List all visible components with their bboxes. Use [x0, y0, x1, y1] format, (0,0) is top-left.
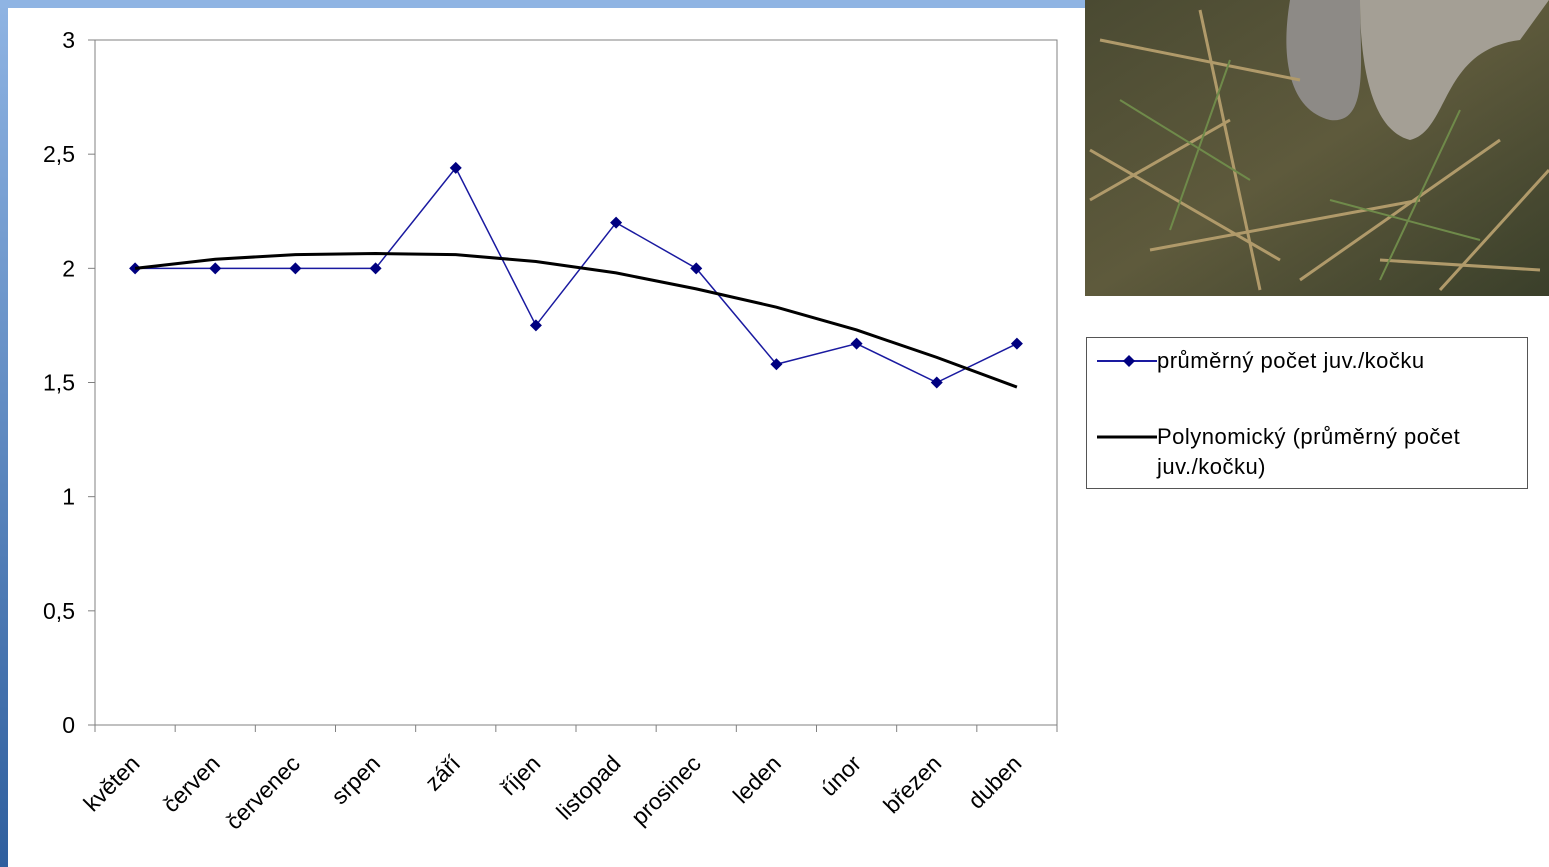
- marker: [930, 376, 943, 389]
- x-tick-label: únor: [815, 750, 866, 801]
- y-tick-label: 1: [62, 484, 75, 510]
- legend-label: Polynomický (průměrný počet juv./kočku): [1157, 424, 1461, 479]
- y-tick-label: 0,5: [43, 598, 75, 624]
- y-tick-label: 3: [62, 27, 75, 53]
- marker: [770, 358, 783, 371]
- x-tick-label: červenec: [221, 750, 305, 834]
- legend-item: Polynomický (průměrný počet juv./kočku): [1093, 422, 1527, 482]
- marker: [850, 337, 863, 350]
- y-tick-label: 1,5: [43, 370, 75, 396]
- x-tick-label: duben: [963, 750, 1027, 814]
- marker: [1010, 337, 1023, 350]
- marker: [529, 319, 542, 332]
- legend-swatch: [1097, 435, 1157, 439]
- photo: [1085, 0, 1549, 296]
- x-tick-label: srpen: [326, 750, 385, 809]
- legend-item: průměrný počet juv./kočku: [1093, 346, 1527, 376]
- x-tick-label: říjen: [495, 750, 545, 800]
- series-line: [134, 251, 1018, 389]
- marker: [209, 262, 222, 275]
- slide-top-bar: [0, 0, 1085, 8]
- marker: [690, 262, 703, 275]
- x-tick-label: listopad: [551, 750, 625, 824]
- marker: [369, 262, 382, 275]
- y-tick-label: 2: [62, 255, 75, 281]
- x-tick-label: prosinec: [626, 750, 706, 830]
- slide-side-bar: [0, 0, 8, 867]
- x-tick-label: červen: [158, 750, 225, 817]
- marker: [449, 161, 462, 174]
- x-tick-label: leden: [728, 750, 786, 808]
- x-tick-label: květen: [78, 750, 144, 816]
- legend-swatch: [1097, 355, 1157, 367]
- marker: [610, 216, 623, 229]
- legend-label: průměrný počet juv./kočku: [1157, 348, 1425, 373]
- legend: průměrný počet juv./kočku Polynomický (p…: [1086, 337, 1528, 489]
- series-line: [135, 166, 1018, 384]
- x-tick-label: září: [420, 750, 466, 796]
- y-tick-label: 2,5: [43, 141, 75, 167]
- marker: [289, 262, 302, 275]
- y-tick-label: 0: [62, 712, 75, 738]
- x-tick-label: březen: [878, 750, 946, 818]
- plot-frame: [94, 39, 1058, 726]
